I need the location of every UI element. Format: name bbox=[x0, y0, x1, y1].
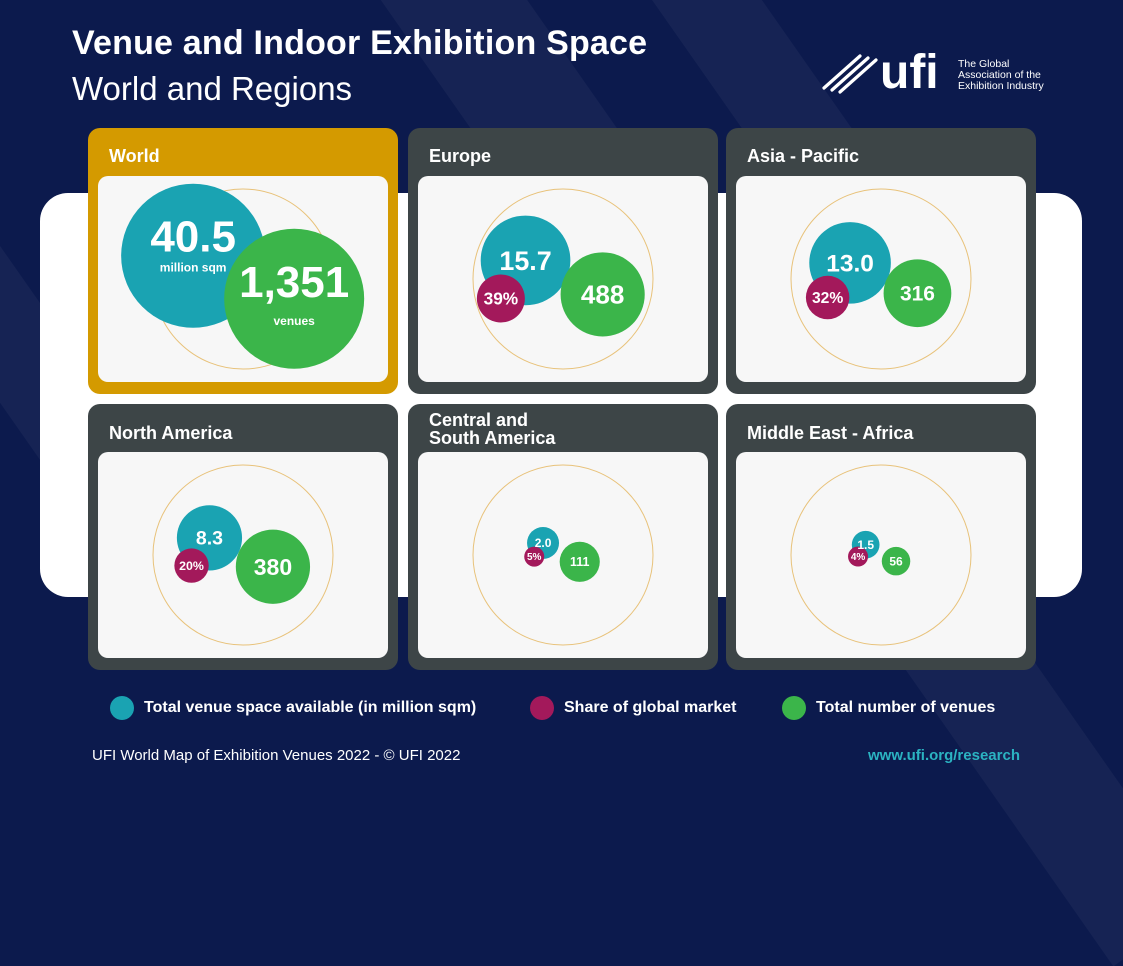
reference-ring bbox=[790, 464, 972, 646]
panel-title: World bbox=[109, 146, 160, 166]
share-label: 20% bbox=[179, 559, 204, 573]
space-value: 40.5 bbox=[150, 213, 236, 262]
panel-title: Europe bbox=[429, 146, 492, 166]
panel-chart: 40.5 million sqm 1,351 venues bbox=[98, 176, 388, 382]
panel-title: Central and South America bbox=[429, 410, 556, 448]
panel-north-america: North America 20% 8.3 380 bbox=[88, 404, 398, 670]
panel-europe: Europe 39% 15.7 488 bbox=[408, 128, 718, 394]
bubble-chart: 20% 8.3 380 bbox=[152, 464, 334, 646]
page-title: Venue and Indoor Exhibition Space bbox=[72, 24, 648, 62]
reference-ring bbox=[152, 464, 334, 646]
venues-bubble bbox=[559, 541, 600, 582]
panel-chart: 5% 2.0 111 bbox=[418, 452, 708, 658]
space-value: 13.0 bbox=[826, 250, 874, 277]
legend-swatch bbox=[110, 696, 134, 720]
reference-ring bbox=[472, 188, 654, 370]
space-value: 8.3 bbox=[196, 528, 223, 550]
venues-value: 1,351 bbox=[239, 258, 349, 307]
venues-value: 111 bbox=[570, 555, 589, 569]
logo-wordmark: ufi bbox=[880, 46, 939, 99]
space-unit: million sqm bbox=[160, 261, 227, 275]
venues-value: 380 bbox=[254, 554, 292, 580]
panel-chart: 32% 13.0 316 bbox=[736, 176, 1026, 382]
logo-tagline-line: Association of the bbox=[958, 69, 1041, 81]
bubble-chart: 32% 13.0 316 bbox=[790, 188, 972, 370]
footer-source: UFI World Map of Exhibition Venues 2022 … bbox=[92, 747, 461, 764]
share-label: 5% bbox=[527, 552, 542, 563]
legend-label: Total venue space available (in million … bbox=[144, 699, 477, 716]
footer-link[interactable]: www.ufi.org/research bbox=[868, 747, 1020, 764]
panel-chart: 20% 8.3 380 bbox=[98, 452, 388, 658]
legend-item-space: Total venue space available (in million … bbox=[110, 696, 476, 720]
space-value: 15.7 bbox=[499, 246, 551, 276]
legend-item-venues: Total number of venues bbox=[782, 696, 995, 720]
logo-tagline: The Global Association of the Exhibition… bbox=[958, 59, 1068, 92]
panel-title: Asia - Pacific bbox=[747, 146, 860, 166]
reference-ring bbox=[472, 464, 654, 646]
share-label: 32% bbox=[812, 290, 843, 307]
venues-bubble bbox=[224, 228, 365, 369]
page-subtitle: World and Regions bbox=[72, 70, 353, 107]
panel-title: Middle East - Africa bbox=[747, 423, 914, 443]
share-bubble bbox=[524, 546, 545, 567]
venues-bubble bbox=[560, 252, 645, 337]
panel-title: North America bbox=[109, 423, 233, 443]
share-bubble bbox=[174, 548, 209, 583]
share-bubble bbox=[805, 275, 850, 320]
panel-middle-east-africa: Middle East - Africa 4% 1.5 56 bbox=[726, 404, 1036, 670]
legend-swatch bbox=[530, 696, 554, 720]
venues-bubble bbox=[235, 529, 311, 604]
share-bubble bbox=[848, 546, 869, 567]
ufi-logo: ufi bbox=[822, 46, 939, 99]
bubble-chart: 5% 2.0 111 bbox=[472, 464, 654, 646]
panel-asia-pacific: Asia - Pacific 32% 13.0 316 bbox=[726, 128, 1036, 394]
logo-tagline-line: The Global bbox=[958, 58, 1010, 70]
legend-swatch bbox=[782, 696, 806, 720]
panel-chart: 39% 15.7 488 bbox=[418, 176, 708, 382]
share-label: 4% bbox=[851, 552, 866, 563]
space-value: 2.0 bbox=[535, 536, 552, 550]
share-bubble bbox=[476, 274, 525, 323]
panel-chart: 4% 1.5 56 bbox=[736, 452, 1026, 658]
venues-bubble bbox=[881, 546, 911, 576]
reference-ring bbox=[790, 188, 972, 370]
venues-bubble bbox=[883, 259, 952, 328]
space-value: 1.5 bbox=[857, 538, 874, 552]
legend-label: Total number of venues bbox=[816, 699, 996, 716]
bubble-chart: 39% 15.7 488 bbox=[472, 188, 654, 370]
legend-item-share: Share of global market bbox=[530, 696, 737, 720]
panel-central-south-america: Central and South America 5% 2.0 111 bbox=[408, 404, 718, 670]
logo-tagline-line: Exhibition Industry bbox=[958, 80, 1044, 92]
venues-value: 488 bbox=[581, 280, 625, 310]
venues-unit: venues bbox=[273, 314, 315, 328]
venues-value: 316 bbox=[900, 283, 935, 306]
venues-value: 56 bbox=[889, 554, 903, 568]
bubble-chart: 4%1.5 56 bbox=[790, 464, 972, 646]
share-label: 39% bbox=[484, 289, 519, 309]
legend-label: Share of global market bbox=[564, 699, 737, 716]
panel-world: World 40.5 million sqm 1,351 venues bbox=[88, 128, 398, 394]
